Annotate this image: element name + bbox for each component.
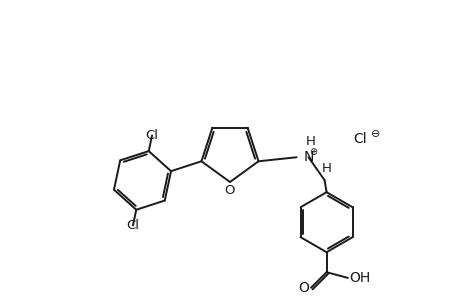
- Text: Cl: Cl: [353, 132, 367, 146]
- Text: O: O: [298, 281, 309, 295]
- Text: H: H: [305, 135, 315, 148]
- Text: OH: OH: [348, 271, 369, 285]
- Text: ⊕: ⊕: [309, 147, 317, 157]
- Text: O: O: [224, 184, 235, 196]
- Text: H: H: [321, 162, 331, 175]
- Text: Cl: Cl: [126, 219, 139, 232]
- Text: ⊖: ⊖: [370, 129, 380, 139]
- Text: Cl: Cl: [145, 129, 158, 142]
- Text: N: N: [302, 150, 313, 164]
